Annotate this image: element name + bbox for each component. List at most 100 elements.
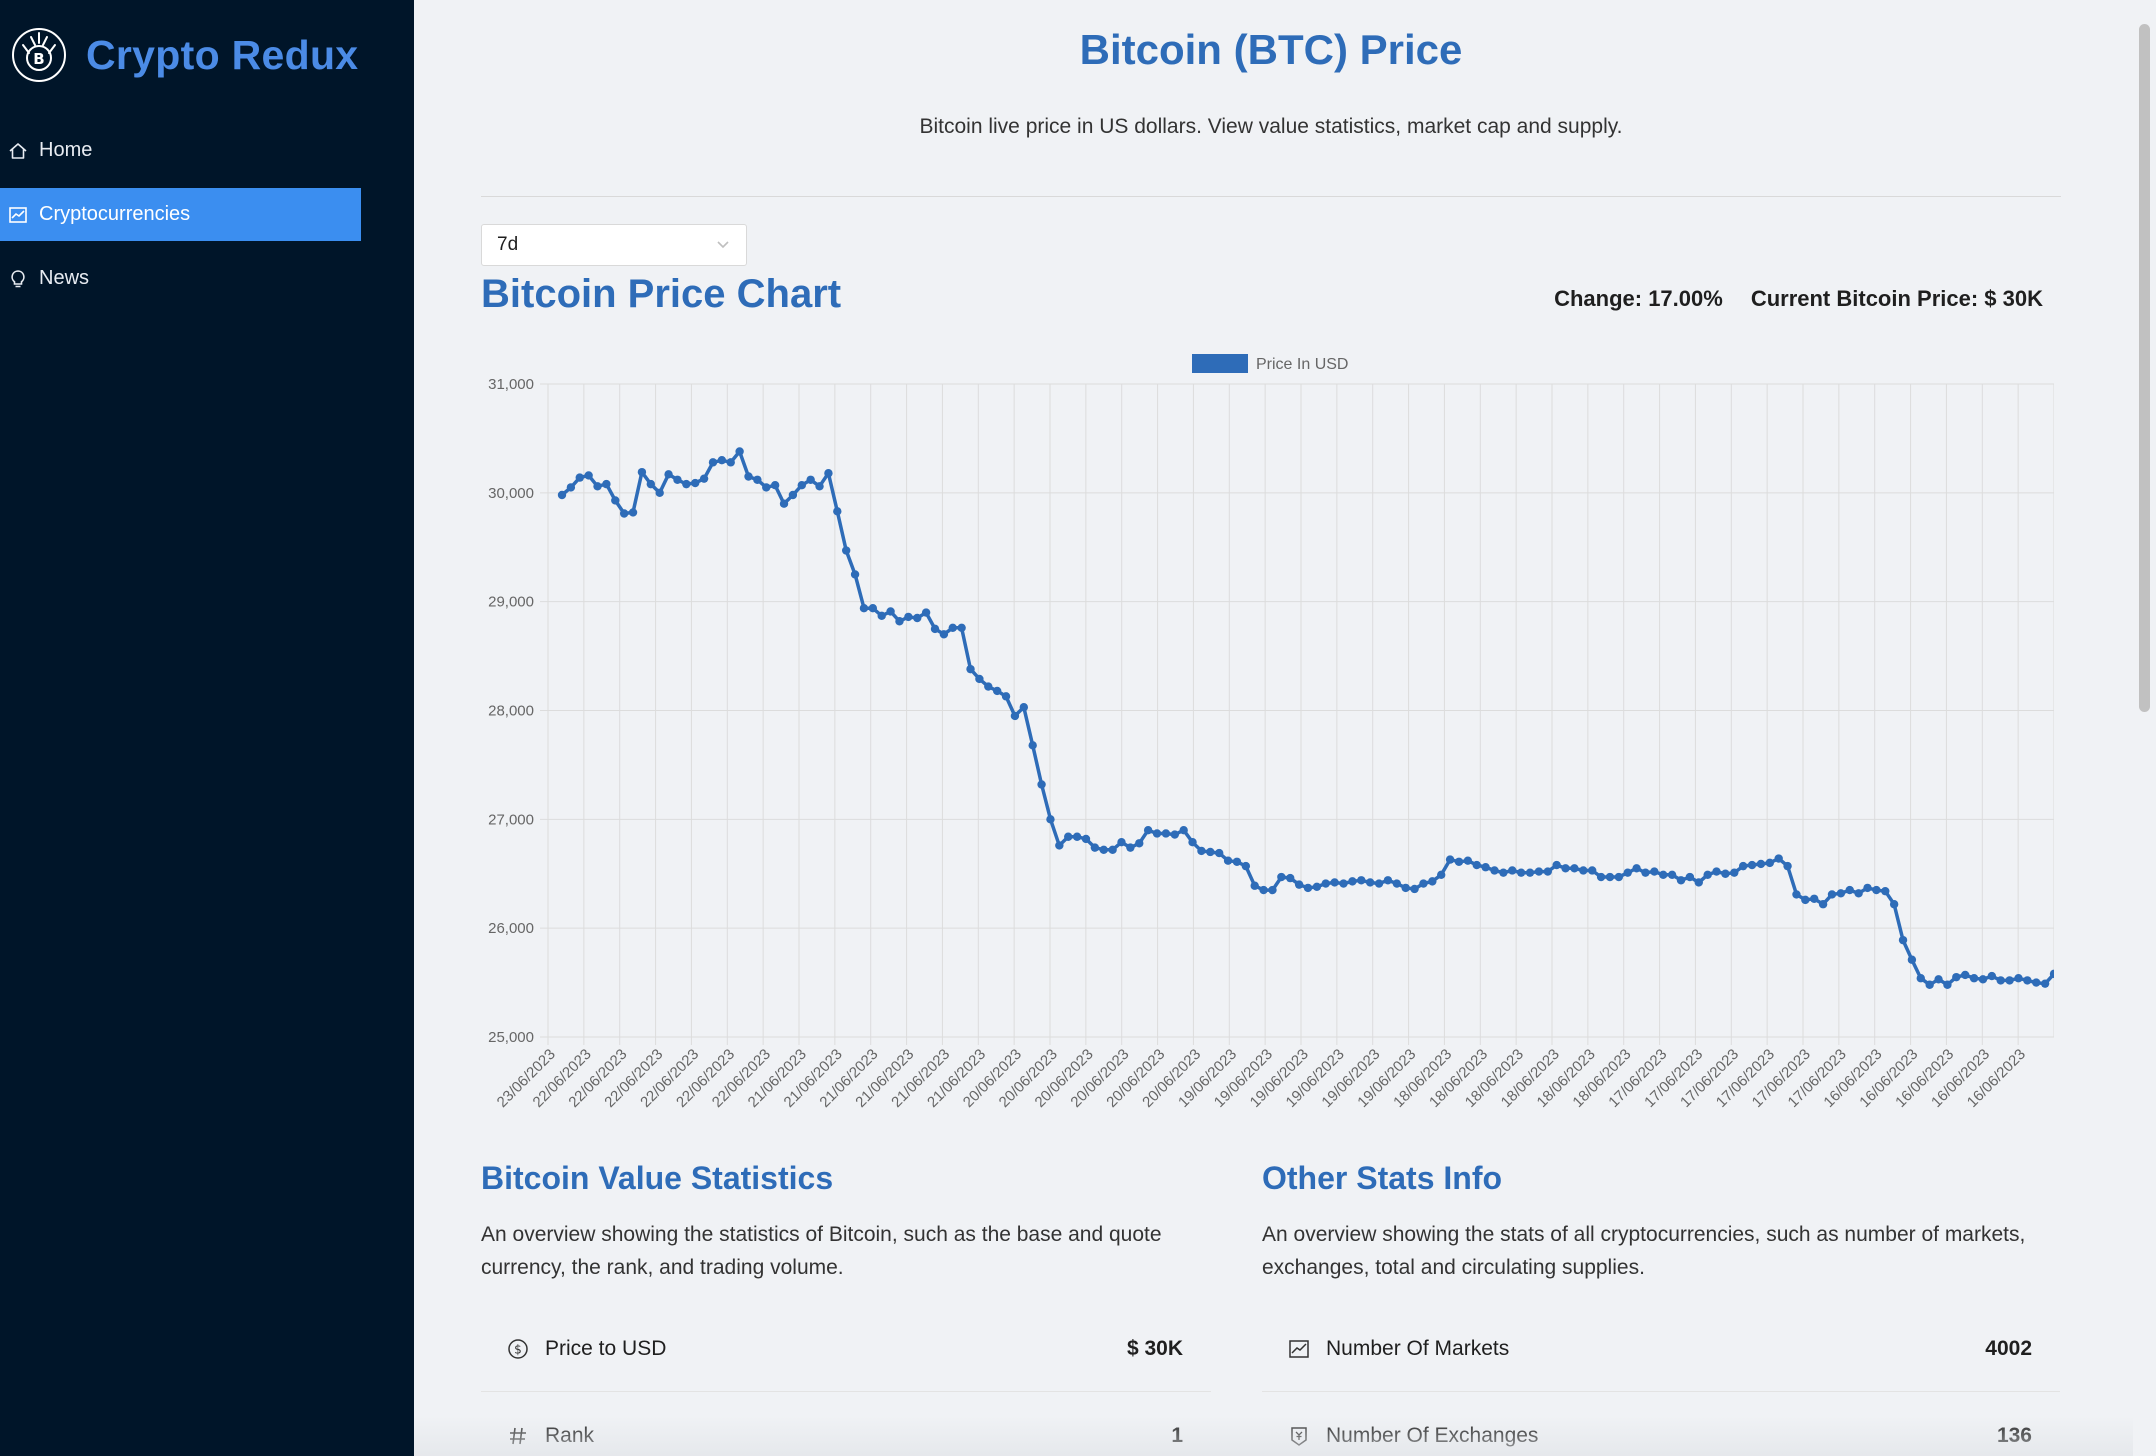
sidebar-item-home[interactable]: Home — [0, 124, 361, 177]
stat-row-price: $ Price to USD $ 30K — [481, 1306, 1211, 1392]
data-point — [975, 674, 984, 684]
data-point — [602, 479, 611, 489]
data-point — [1064, 832, 1073, 841]
stat-value: $ 30K — [1126, 1336, 1183, 1360]
value-stats-description: An overview showing the statistics of Bi… — [481, 1218, 1221, 1284]
data-point — [1099, 845, 1108, 855]
legend-swatch — [1192, 354, 1248, 373]
data-point — [1357, 876, 1366, 885]
data-point — [2040, 979, 2050, 988]
stat-label: Price to USD — [545, 1336, 667, 1360]
data-point — [797, 481, 806, 490]
data-point — [850, 570, 860, 579]
number-icon — [507, 1425, 529, 1447]
price-chart: Price In USD 25,000 26,000 27,000 28,000 29,0… — [488, 354, 2054, 1111]
data-point — [1401, 883, 1410, 893]
page-subtitle: Bitcoin live price in US dollars. View v… — [919, 115, 1623, 138]
chart-stats: Change: 17.00% Current Bitcoin Price: $ … — [1554, 286, 2043, 312]
stat-label: Rank — [545, 1424, 595, 1447]
data-point — [1392, 879, 1402, 888]
data-point — [1845, 885, 1854, 895]
data-point — [1969, 974, 1979, 983]
data-point — [1312, 882, 1322, 892]
time-period-select[interactable]: 7d — [481, 224, 747, 266]
scrollbar[interactable] — [2133, 0, 2156, 1456]
sidebar-menu: Home Cryptocurrencies News — [0, 124, 361, 316]
data-point — [904, 612, 913, 622]
data-point — [1081, 834, 1091, 844]
data-point — [593, 482, 602, 491]
data-point — [1161, 829, 1171, 838]
data-point — [1241, 861, 1251, 871]
data-point — [1374, 879, 1384, 888]
data-point — [717, 455, 727, 465]
data-point — [1818, 900, 1828, 909]
data-point — [788, 490, 798, 500]
data-point — [1952, 972, 1961, 982]
data-point — [1792, 890, 1801, 899]
other-stats-desc-line: An overview showing the stats of all cry… — [1262, 1223, 2026, 1246]
data-point — [1836, 889, 1846, 898]
data-point — [1561, 864, 1570, 873]
sidebar-item-label: News — [39, 267, 90, 289]
data-point — [921, 608, 931, 617]
data-point — [1250, 881, 1259, 890]
y-tick-label: 26,000 — [488, 920, 534, 937]
data-point — [1277, 872, 1286, 882]
data-point — [1614, 872, 1624, 882]
data-point — [1499, 868, 1508, 877]
stat-row-markets: Number Of Markets 4002 — [1262, 1306, 2060, 1392]
data-point — [966, 664, 975, 674]
data-point — [779, 499, 789, 508]
sidebar-item-cryptocurrencies[interactable]: Cryptocurrencies — [0, 188, 361, 241]
data-point — [1525, 868, 1535, 877]
data-point — [762, 483, 771, 492]
data-point — [2023, 976, 2032, 985]
data-point — [1072, 832, 1082, 841]
other-stats-desc-line: exchanges, total and circulating supplie… — [1262, 1256, 1645, 1279]
data-point — [1898, 935, 1908, 945]
other-stats-description: An overview showing the stats of all cry… — [1262, 1218, 2082, 1284]
data-point — [1508, 866, 1517, 875]
divider — [481, 196, 2061, 197]
price-change: Change: 17.00% — [1554, 286, 1723, 311]
data-point — [1303, 883, 1313, 893]
data-point — [1197, 846, 1206, 856]
bulb-icon — [8, 269, 28, 289]
data-point — [806, 475, 815, 484]
data-point — [1019, 703, 1029, 712]
sidebar-item-news[interactable]: News — [0, 252, 361, 305]
series-line — [560, 449, 2054, 987]
y-tick-label: 28,000 — [488, 703, 534, 720]
data-point — [913, 613, 922, 623]
data-point — [930, 624, 940, 634]
data-point — [1383, 876, 1393, 885]
data-point — [1445, 855, 1455, 864]
data-point — [992, 686, 1002, 696]
data-point — [691, 478, 700, 488]
chart-title: Bitcoin Price Chart — [481, 272, 842, 316]
fund-icon — [8, 205, 28, 225]
data-point — [1232, 857, 1242, 866]
data-point — [1268, 885, 1277, 895]
data-point — [1685, 872, 1695, 882]
data-point — [1152, 829, 1162, 838]
data-point — [2014, 974, 2023, 983]
current-price: Current Bitcoin Price: $ 30K — [1750, 286, 2043, 311]
brand[interactable]: B Crypto Redux — [10, 26, 358, 84]
data-point — [1596, 872, 1606, 882]
data-point — [1783, 861, 1792, 871]
scrollbar-thumb[interactable] — [2139, 24, 2150, 712]
data-point — [1907, 955, 1917, 964]
data-point — [2032, 978, 2041, 987]
data-point — [646, 479, 656, 489]
data-point — [2005, 976, 2014, 985]
y-tick-label: 27,000 — [488, 811, 534, 828]
data-point — [770, 481, 780, 490]
data-point — [1756, 859, 1766, 869]
data-point — [833, 507, 842, 516]
data-point — [744, 472, 753, 481]
data-point — [1490, 866, 1499, 875]
sidebar-item-label: Home — [39, 139, 93, 161]
data-point — [557, 490, 567, 500]
